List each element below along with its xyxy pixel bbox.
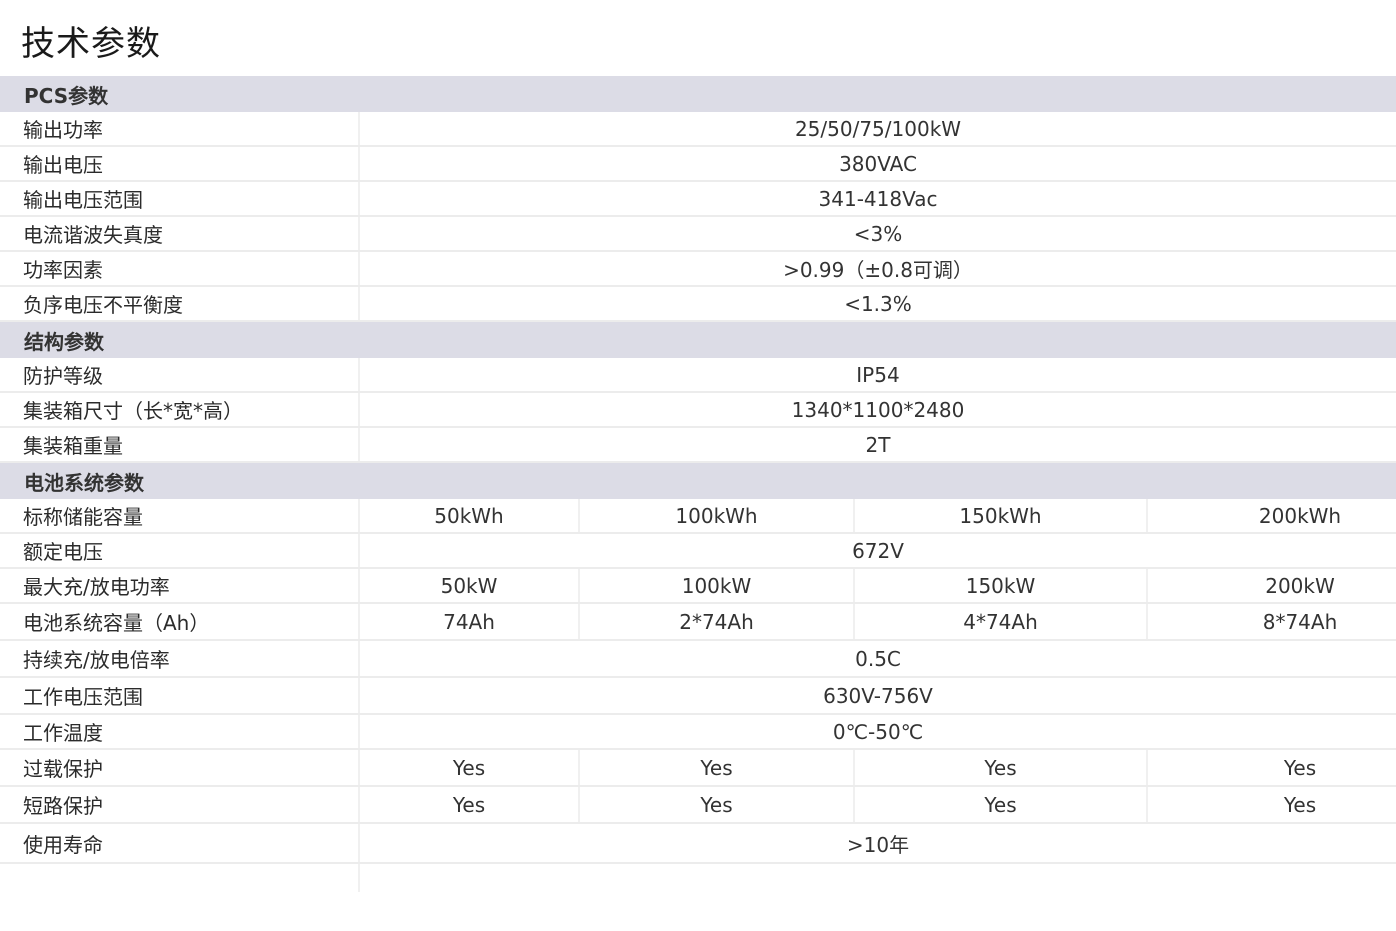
table-row: 电池系统容量（Ah） 74Ah 2*74Ah 4*74Ah 8*74Ah (0, 604, 1396, 641)
table-row: 输出电压范围 341-418Vac (0, 182, 1396, 217)
table-row: 负序电压不平衡度 <1.3% (0, 287, 1396, 322)
row-value: >10年 (846, 832, 910, 857)
empty-label-cell (0, 864, 360, 892)
table-row: 输出功率 25/50/75/100kW (0, 112, 1396, 147)
row-value: <3% (853, 221, 903, 246)
row-cell: 50kWh (360, 499, 580, 532)
row-cell: 8*74Ah (1262, 609, 1338, 634)
table-row: 持续充/放电倍率 0.5C (0, 641, 1396, 678)
row-cell: 200kWh (1258, 503, 1342, 528)
table-row: 工作温度 0℃-50℃ (0, 715, 1396, 750)
row-cell: 200kW (1265, 573, 1335, 598)
row-value: 25/50/75/100kW (794, 116, 962, 141)
table-row: 功率因素 >0.99（±0.8可调） (0, 252, 1396, 287)
row-label: 使用寿命 (0, 824, 360, 862)
row-cell: 100kWh (580, 499, 855, 532)
row-label: 输出电压 (0, 147, 360, 180)
row-label: 功率因素 (0, 252, 360, 285)
table-row: 集装箱重量 2T (0, 428, 1396, 463)
row-value: 380VAC (839, 151, 917, 176)
row-label: 最大充/放电功率 (0, 569, 360, 602)
section-header-battery: 电池系统参数 (0, 463, 1396, 499)
row-label: 电池系统容量（Ah） (0, 604, 360, 639)
row-value: 0℃-50℃ (832, 719, 924, 744)
row-label: 集装箱尺寸（长*宽*高） (0, 393, 360, 426)
row-cell: 150kW (855, 569, 1148, 602)
row-label: 额定电压 (0, 534, 360, 567)
row-label: 防护等级 (0, 358, 360, 391)
table-row: 额定电压 672V (0, 534, 1396, 569)
table-row: 电流谐波失真度 <3% (0, 217, 1396, 252)
row-cell: Yes (855, 787, 1148, 822)
row-label: 输出电压范围 (0, 182, 360, 215)
row-value: >0.99（±0.8可调） (783, 258, 973, 282)
row-cell: 4*74Ah (855, 604, 1148, 639)
table-row: 工作电压范围 630V-756V (0, 678, 1396, 715)
row-label: 输出功率 (0, 112, 360, 145)
row-cell: 2*74Ah (580, 604, 855, 639)
table-row: 使用寿命 >10年 (0, 824, 1396, 864)
row-cell: Yes (360, 787, 580, 822)
row-label: 集装箱重量 (0, 428, 360, 461)
row-cell: Yes (855, 750, 1148, 785)
row-value: IP54 (856, 362, 900, 387)
row-cell: Yes (1283, 755, 1317, 780)
row-value: 0.5C (855, 646, 901, 671)
table-row: 防护等级 IP54 (0, 358, 1396, 393)
row-label: 过载保护 (0, 750, 360, 785)
row-cell: Yes (360, 750, 580, 785)
table-row: 输出电压 380VAC (0, 147, 1396, 182)
row-value: 630V-756V (823, 683, 933, 708)
spec-table: PCS参数 输出功率 25/50/75/100kW 输出电压 380VAC 输出… (0, 76, 1396, 892)
row-label: 电流谐波失真度 (0, 217, 360, 250)
row-label: 工作温度 (0, 715, 360, 748)
row-cell: 74Ah (360, 604, 580, 639)
row-cell: Yes (580, 787, 855, 822)
row-value: <1.3% (844, 291, 912, 316)
row-label: 短路保护 (0, 787, 360, 822)
row-cell: 150kWh (855, 499, 1148, 532)
page-title: 技术参数 (21, 24, 161, 64)
section-header-pcs: PCS参数 (0, 76, 1396, 112)
row-value: 1340*1100*2480 (791, 397, 965, 422)
row-label: 标称储能容量 (0, 499, 360, 532)
row-label: 工作电压范围 (0, 678, 360, 713)
section-header-structure: 结构参数 (0, 322, 1396, 358)
row-cell: Yes (1283, 792, 1317, 817)
row-cell: 100kW (580, 569, 855, 602)
table-row: 短路保护 Yes Yes Yes Yes (0, 787, 1396, 824)
table-row: 过载保护 Yes Yes Yes Yes (0, 750, 1396, 787)
table-row: 最大充/放电功率 50kW 100kW 150kW 200kW (0, 569, 1396, 604)
row-label: 持续充/放电倍率 (0, 641, 360, 676)
row-cell: Yes (580, 750, 855, 785)
table-tail (0, 864, 1396, 892)
row-value: 672V (852, 538, 904, 563)
row-cell: 50kW (360, 569, 580, 602)
table-row: 集装箱尺寸（长*宽*高） 1340*1100*2480 (0, 393, 1396, 428)
row-value: 341-418Vac (818, 186, 938, 211)
table-row: 标称储能容量 50kWh 100kWh 150kWh 200kWh (0, 499, 1396, 534)
row-label: 负序电压不平衡度 (0, 287, 360, 320)
row-value: 2T (865, 432, 891, 457)
